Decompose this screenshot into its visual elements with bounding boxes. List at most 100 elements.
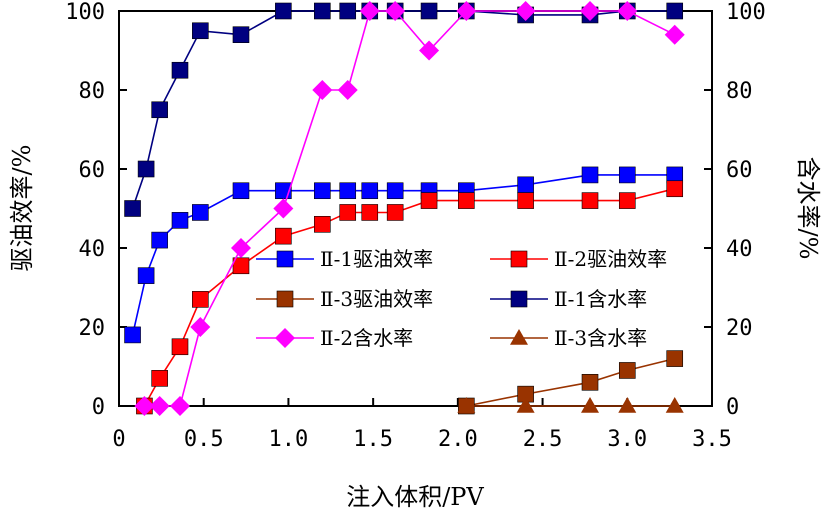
y-right-tick-label: 20 — [726, 316, 753, 341]
series-line — [143, 187, 675, 407]
x-tick-label: 1.5 — [353, 427, 393, 452]
y-right-tick-label: 40 — [726, 237, 753, 262]
y-left-tick-label: 0 — [92, 395, 105, 420]
y-left-tick-label: 60 — [79, 158, 106, 183]
x-tick-label: 3.5 — [692, 427, 732, 452]
data-point — [137, 267, 155, 284]
series-3 — [458, 350, 684, 415]
data-point — [457, 397, 476, 413]
legend-label: Ⅱ-3驱油效率 — [320, 287, 433, 311]
data-point — [151, 231, 168, 249]
data-point — [339, 204, 357, 221]
data-point — [580, 1, 601, 21]
data-point — [666, 2, 684, 20]
x-tick-label: 1.0 — [269, 427, 309, 452]
legend-label: Ⅱ-1含水率 — [554, 287, 647, 311]
data-point — [361, 204, 379, 221]
legend-item: Ⅱ-3含水率 — [490, 326, 647, 350]
data-point — [171, 61, 189, 79]
data-point — [516, 397, 535, 413]
legend-label: Ⅱ-3含水率 — [554, 326, 647, 350]
data-point — [581, 192, 599, 209]
data-point — [314, 2, 331, 20]
series-5 — [134, 1, 685, 416]
data-point — [149, 396, 170, 416]
legend-item: Ⅱ-3驱油效率 — [256, 287, 433, 311]
y-axis-right-label: 含水率/% — [794, 157, 822, 260]
data-point — [359, 1, 380, 21]
data-point — [581, 397, 600, 413]
x-tick-label: 3.0 — [607, 427, 647, 452]
legend-marker — [510, 329, 528, 345]
data-point — [517, 192, 534, 209]
data-point — [137, 160, 155, 178]
legend-label: Ⅱ-2含水率 — [320, 326, 413, 350]
data-point — [151, 101, 168, 119]
data-point — [456, 1, 477, 21]
data-point — [273, 198, 294, 219]
data-point — [230, 238, 251, 258]
data-point — [171, 212, 189, 229]
data-point — [664, 24, 685, 45]
series-layer — [124, 1, 685, 416]
y-left-tick-label: 20 — [79, 316, 106, 341]
y-left-tick-label: 100 — [65, 0, 105, 25]
data-point — [581, 373, 599, 391]
data-point — [134, 396, 155, 416]
data-point — [458, 192, 475, 209]
data-point — [275, 2, 292, 20]
legend-marker — [276, 250, 294, 268]
data-point — [312, 80, 333, 100]
y-left-tick-label: 80 — [79, 79, 106, 104]
legend-item: Ⅱ-1驱油效率 — [256, 247, 433, 271]
series-4 — [124, 2, 684, 217]
y-axis-left: 0 20 40 60 80 100 — [65, 0, 127, 420]
legend: Ⅱ-1驱油效率 Ⅱ-2驱油效率 Ⅱ-3驱油效率 Ⅱ-1含水率 Ⅱ-2含水率 Ⅱ-3含水率 — [256, 247, 667, 350]
data-point — [232, 182, 250, 200]
data-point — [419, 40, 440, 61]
series-1 — [124, 166, 684, 344]
data-point — [617, 1, 638, 21]
legend-marker — [510, 250, 528, 268]
data-point — [339, 2, 357, 20]
x-tick-label: 2.0 — [438, 427, 478, 452]
data-point — [618, 166, 636, 184]
data-point — [386, 204, 404, 221]
x-axis: 0 0.5 1.0 1.5 2.0 2.5 3.0 3.5 — [112, 398, 732, 452]
data-point — [275, 227, 292, 245]
data-point — [192, 22, 209, 40]
data-point — [666, 180, 684, 198]
data-point — [171, 338, 189, 356]
data-point — [361, 182, 379, 200]
data-point — [665, 397, 684, 413]
series-line — [466, 357, 675, 407]
data-point — [666, 350, 684, 367]
data-point — [232, 26, 250, 44]
legend-item: Ⅱ-2含水率 — [256, 326, 413, 350]
data-point — [385, 1, 406, 21]
x-tick-label: 2.5 — [523, 427, 563, 452]
series-2 — [136, 180, 684, 415]
data-point — [515, 1, 536, 21]
data-point — [192, 291, 209, 308]
legend-label: Ⅱ-2驱油效率 — [554, 247, 667, 271]
data-point — [314, 216, 331, 233]
data-point — [337, 80, 358, 100]
data-point — [192, 204, 209, 221]
data-point — [314, 182, 331, 200]
data-point — [386, 182, 404, 200]
y-right-tick-label: 80 — [726, 79, 753, 104]
legend-marker — [275, 328, 295, 348]
data-point — [618, 192, 636, 209]
y-axis-left-label: 驱油效率/% — [8, 145, 36, 272]
y-right-tick-label: 100 — [726, 0, 766, 25]
legend-item: Ⅱ-2驱油效率 — [490, 247, 667, 271]
series-line — [144, 10, 676, 407]
y-left-tick-label: 40 — [79, 237, 106, 262]
data-point — [517, 176, 534, 194]
legend-marker — [510, 290, 528, 308]
x-tick-label: 0.5 — [184, 427, 224, 452]
data-point — [339, 182, 357, 200]
data-point — [151, 370, 168, 387]
